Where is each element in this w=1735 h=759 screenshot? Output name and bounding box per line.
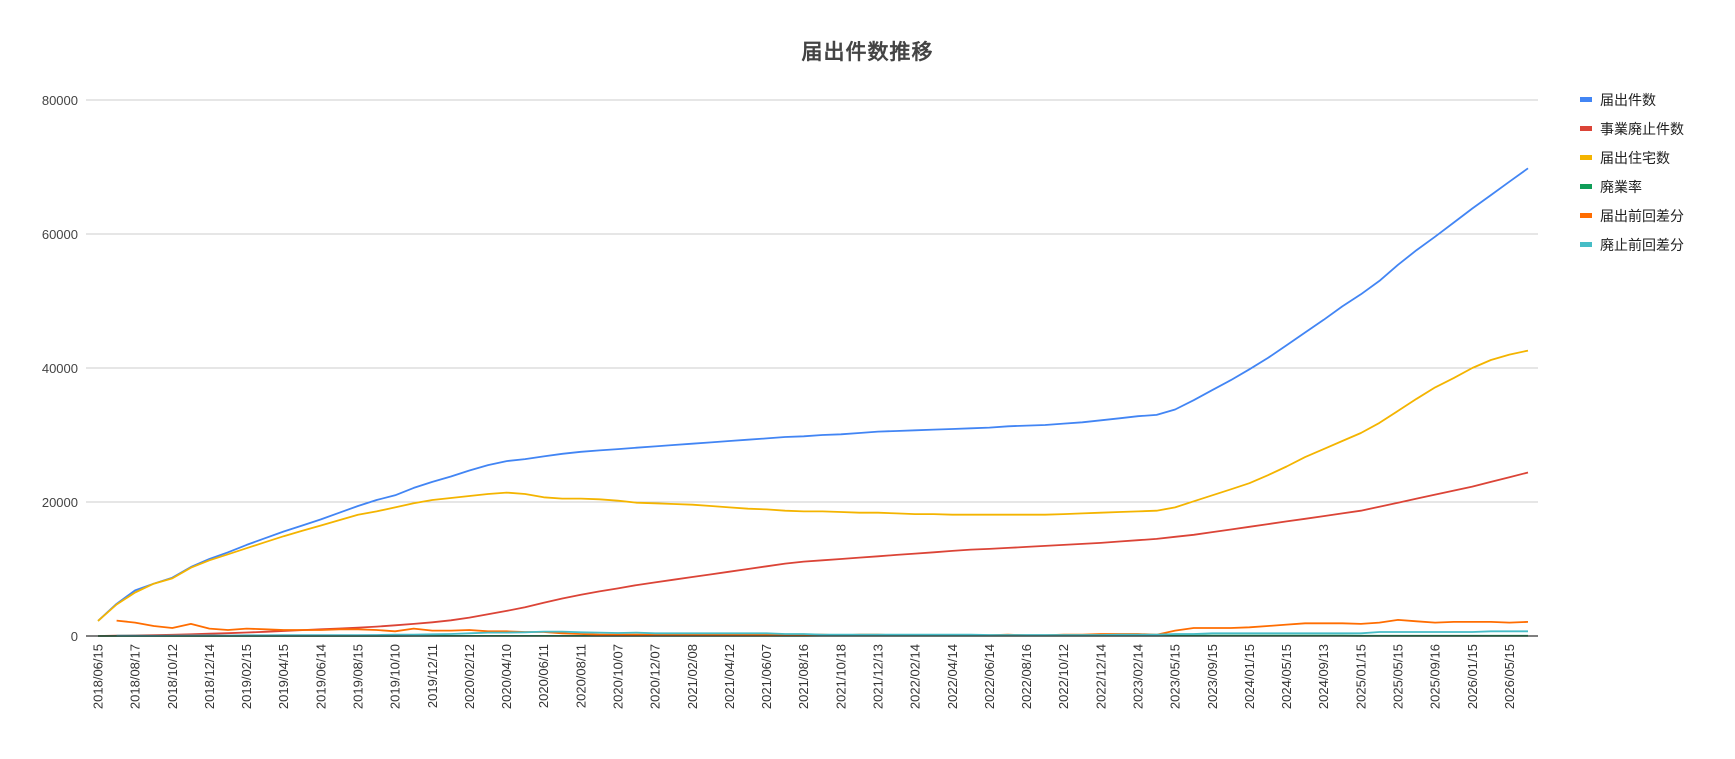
x-tick-label: 2024/09/13	[1316, 644, 1331, 709]
x-axis-ticks: 2018/06/15 2018/08/17 2018/10/12 2018/12/14…	[91, 644, 1517, 709]
x-tick-label: 2021/08/16	[796, 644, 811, 709]
y-tick-label: 60000	[42, 227, 78, 242]
x-tick-label: 2020/12/07	[648, 644, 663, 709]
series-line-1	[97, 471, 1529, 637]
legend-label: 届出住宅数	[1600, 151, 1670, 167]
x-tick-label: 2020/02/12	[462, 644, 477, 709]
legend-item: 廃止前回差分	[1580, 237, 1684, 254]
x-tick-label: 2021/10/18	[833, 644, 848, 709]
series-line-5	[116, 630, 1528, 637]
y-tick-label: 40000	[42, 361, 78, 376]
legend-item: 事業廃止件数	[1580, 121, 1684, 138]
legend-swatch	[1580, 242, 1592, 247]
legend-label: 届出件数	[1600, 93, 1656, 109]
legend-item: 廃業率	[1580, 179, 1642, 196]
chart-title: 届出件数推移	[801, 40, 934, 64]
x-tick-label: 2022/02/14	[908, 644, 923, 709]
y-tick-label: 20000	[42, 495, 78, 510]
x-tick-label: 2018/08/17	[128, 644, 143, 709]
x-tick-label: 2020/08/11	[573, 644, 588, 708]
legend-item: 届出前回差分	[1580, 208, 1684, 225]
y-tick-label: 0	[71, 629, 78, 644]
gridlines	[86, 99, 1538, 503]
legend-label: 届出前回差分	[1600, 208, 1684, 225]
x-tick-label: 2025/09/16	[1428, 644, 1443, 709]
x-tick-label: 2022/10/12	[1056, 644, 1071, 709]
legend-swatch	[1580, 155, 1592, 160]
x-tick-label: 2019/12/11	[425, 644, 440, 708]
x-tick-label: 2021/04/12	[722, 644, 737, 709]
x-tick-label: 2019/04/15	[276, 644, 291, 709]
x-tick-label: 2023/02/14	[1131, 644, 1146, 709]
legend-item: 届出住宅数	[1580, 151, 1670, 167]
x-tick-label: 2025/05/15	[1391, 644, 1406, 709]
x-tick-label: 2019/08/15	[351, 644, 366, 709]
x-tick-label: 2024/01/15	[1242, 644, 1257, 709]
legend-label: 事業廃止件数	[1600, 121, 1684, 138]
legend-item: 届出件数	[1580, 93, 1656, 109]
x-tick-label: 2026/01/15	[1465, 644, 1480, 709]
x-tick-label: 2024/05/15	[1279, 644, 1294, 709]
series-line-0	[97, 167, 1529, 622]
x-tick-label: 2026/05/15	[1502, 644, 1517, 709]
legend-swatch	[1580, 213, 1592, 218]
x-tick-label: 2020/06/11	[536, 644, 551, 708]
series-lines	[97, 167, 1529, 637]
x-tick-label: 2019/10/10	[388, 644, 403, 709]
x-tick-label: 2019/02/15	[239, 644, 254, 709]
x-tick-label: 2023/09/15	[1205, 644, 1220, 709]
series-line-2	[97, 349, 1529, 622]
y-tick-label: 80000	[42, 93, 78, 108]
x-tick-label: 2022/08/16	[1019, 644, 1034, 709]
x-tick-label: 2021/02/08	[685, 644, 700, 709]
legend-swatch	[1580, 126, 1592, 131]
x-tick-label: 2018/06/15	[91, 644, 106, 709]
y-axis-ticks: 0 20000 40000 60000 80000	[42, 93, 78, 644]
x-tick-label: 2021/12/13	[871, 644, 886, 709]
x-tick-label: 2020/10/07	[611, 644, 626, 709]
x-tick-label: 2021/06/07	[759, 644, 774, 709]
legend-swatch	[1580, 184, 1592, 189]
legend-swatch	[1580, 97, 1592, 102]
legend-label: 廃業率	[1600, 179, 1642, 196]
legend-label: 廃止前回差分	[1600, 237, 1684, 254]
x-tick-label: 2018/10/12	[165, 644, 180, 709]
x-tick-label: 2022/04/14	[945, 644, 960, 709]
x-tick-label: 2020/04/10	[499, 644, 514, 709]
x-tick-label: 2019/06/14	[313, 644, 328, 709]
x-tick-label: 2025/01/15	[1353, 644, 1368, 709]
x-tick-label: 2018/12/14	[202, 644, 217, 709]
x-tick-label: 2022/06/14	[982, 644, 997, 709]
x-tick-label: 2023/05/15	[1168, 644, 1183, 709]
x-tick-label: 2022/12/14	[1093, 644, 1108, 709]
